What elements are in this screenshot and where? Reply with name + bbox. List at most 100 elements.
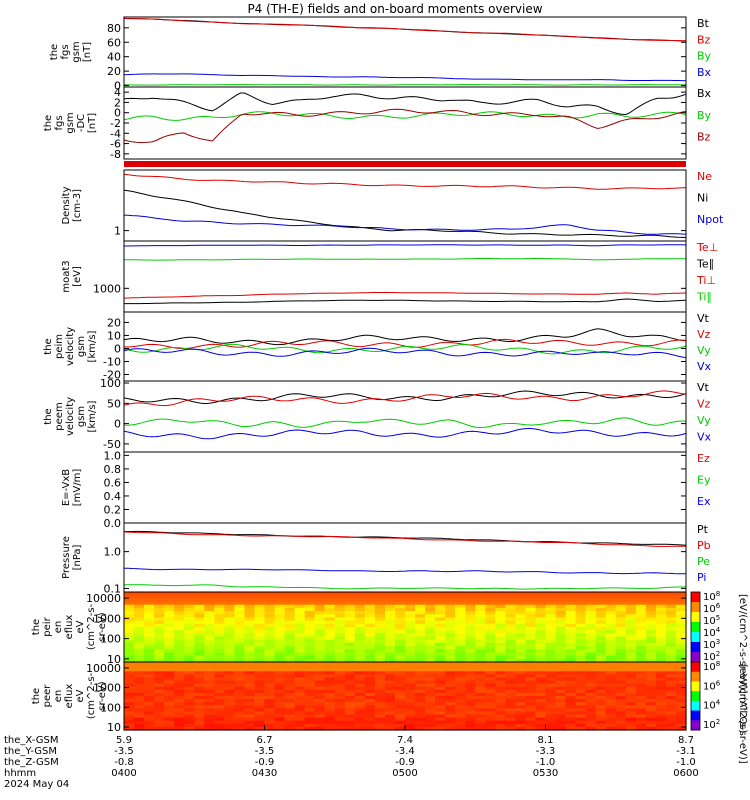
- heat-cell: [505, 720, 516, 725]
- heat-cell: [605, 668, 617, 672]
- heat-cell: [124, 617, 135, 622]
- heat-cell: [665, 711, 677, 716]
- heat-cell: [475, 702, 486, 706]
- heat-cell: [344, 726, 356, 731]
- heat-cell: [224, 699, 235, 703]
- heat-cell: [645, 658, 657, 663]
- heat-cell: [645, 683, 657, 688]
- heat-cell: [164, 658, 175, 663]
- heat-cell: [435, 649, 446, 654]
- heat-cell: [585, 601, 597, 606]
- heat-cell: [435, 705, 446, 709]
- heat-cell: [645, 689, 657, 694]
- x-axis-value: 0530: [533, 768, 558, 779]
- heat-cell: [144, 592, 155, 596]
- heat-cell: [174, 686, 185, 691]
- heat-cell: [585, 696, 597, 700]
- heat-cell: [124, 662, 135, 666]
- heat-cell: [525, 668, 537, 672]
- heat-cell: [334, 646, 346, 650]
- heat-cell: [665, 671, 677, 675]
- heat-cell: [535, 674, 547, 679]
- heat-cell: [655, 662, 667, 666]
- heat-cell: [194, 726, 205, 731]
- heat-cell: [485, 674, 496, 679]
- heat-cell: [124, 705, 135, 709]
- heat-cell: [134, 705, 145, 709]
- heat-cell: [535, 705, 547, 709]
- heat-cell: [415, 702, 426, 706]
- x-axis-value: -1.0: [536, 757, 556, 768]
- heat-cell: [134, 642, 145, 647]
- heat-cell: [625, 601, 637, 606]
- legend-entry-Pi: Pi: [697, 571, 706, 584]
- y-axis-label-line: (cm^2-s-: [86, 603, 97, 650]
- heat-cell: [344, 649, 356, 654]
- heat-cell: [675, 674, 687, 679]
- heat-cell: [364, 726, 376, 731]
- heat-cell: [595, 711, 607, 716]
- heat-cell: [595, 655, 607, 660]
- heat-cell: [465, 708, 476, 713]
- heat-cell: [625, 699, 637, 703]
- heat-cell: [284, 696, 296, 700]
- heat-cell: [455, 689, 466, 694]
- heat-cell: [595, 686, 607, 691]
- heat-cell: [154, 683, 165, 688]
- heat-cell: [354, 604, 366, 609]
- heat-cell: [665, 677, 677, 682]
- heat-cell: [575, 649, 587, 654]
- heat-cell: [625, 646, 637, 650]
- heat-cell: [374, 680, 386, 685]
- x-axis-value: -0.9: [395, 757, 415, 768]
- colorbar-tick-exponent: 6: [716, 679, 721, 687]
- heat-cell: [655, 655, 667, 660]
- colorbar-segment: [691, 662, 700, 673]
- heat-cell: [354, 702, 366, 706]
- heat-cell: [164, 662, 175, 666]
- heat-cell: [144, 689, 155, 694]
- heat-cell: [475, 649, 486, 654]
- heat-cell: [505, 655, 516, 660]
- heat-cell: [314, 604, 326, 609]
- heat-cell: [344, 642, 356, 647]
- heat-cell: [234, 642, 246, 647]
- heat-cell: [605, 658, 617, 663]
- heat-cell: [595, 668, 607, 672]
- heat-cell: [545, 620, 557, 625]
- heat-cell: [425, 674, 436, 679]
- heat-cell: [384, 677, 396, 682]
- heat-cell: [655, 686, 667, 691]
- heat-cell: [364, 699, 376, 703]
- heat-cell: [274, 714, 286, 719]
- heat-cell: [405, 689, 416, 694]
- heat-cell: [194, 627, 205, 631]
- heat-cell: [555, 671, 567, 675]
- heat-cell: [314, 627, 326, 631]
- heat-cell: [384, 598, 396, 603]
- heat-cell: [244, 601, 256, 606]
- heat-cell: [314, 646, 326, 650]
- heat-cell: [394, 642, 406, 647]
- heat-cell: [314, 617, 326, 622]
- colorbar-segment: [691, 700, 700, 712]
- heat-cell: [505, 726, 516, 731]
- heat-cell: [515, 592, 527, 596]
- heat-cell: [675, 683, 687, 688]
- heat-cell: [184, 714, 195, 719]
- heat-cell: [655, 671, 667, 675]
- heat-cell: [164, 636, 175, 641]
- heat-cell: [485, 692, 496, 697]
- heat-cell: [435, 627, 446, 631]
- heat-cell: [184, 723, 195, 728]
- heat-cell: [615, 708, 627, 713]
- heat-cell: [174, 636, 185, 641]
- heat-cell: [515, 607, 527, 612]
- heat-cell: [435, 702, 446, 706]
- heat-cell: [655, 677, 667, 682]
- heat-cell: [605, 633, 617, 638]
- heat-cell: [124, 595, 135, 599]
- colorbar-tick-exponent: 6: [716, 602, 721, 610]
- heat-cell: [214, 642, 225, 647]
- y-tick-label: 0.6: [104, 476, 122, 489]
